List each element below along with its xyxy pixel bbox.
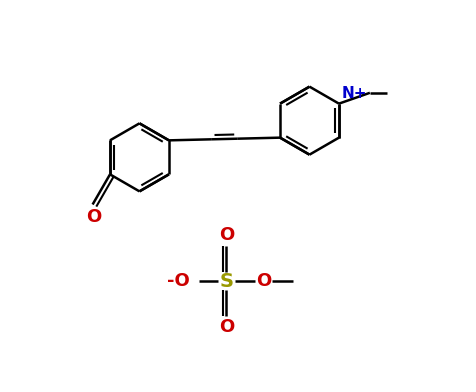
Text: S: S	[219, 272, 233, 290]
Text: O: O	[219, 318, 234, 336]
Text: O: O	[86, 208, 101, 225]
Text: -O: -O	[167, 272, 190, 290]
Text: N+: N+	[342, 85, 367, 101]
Text: O: O	[219, 226, 234, 244]
Text: O: O	[257, 272, 272, 290]
